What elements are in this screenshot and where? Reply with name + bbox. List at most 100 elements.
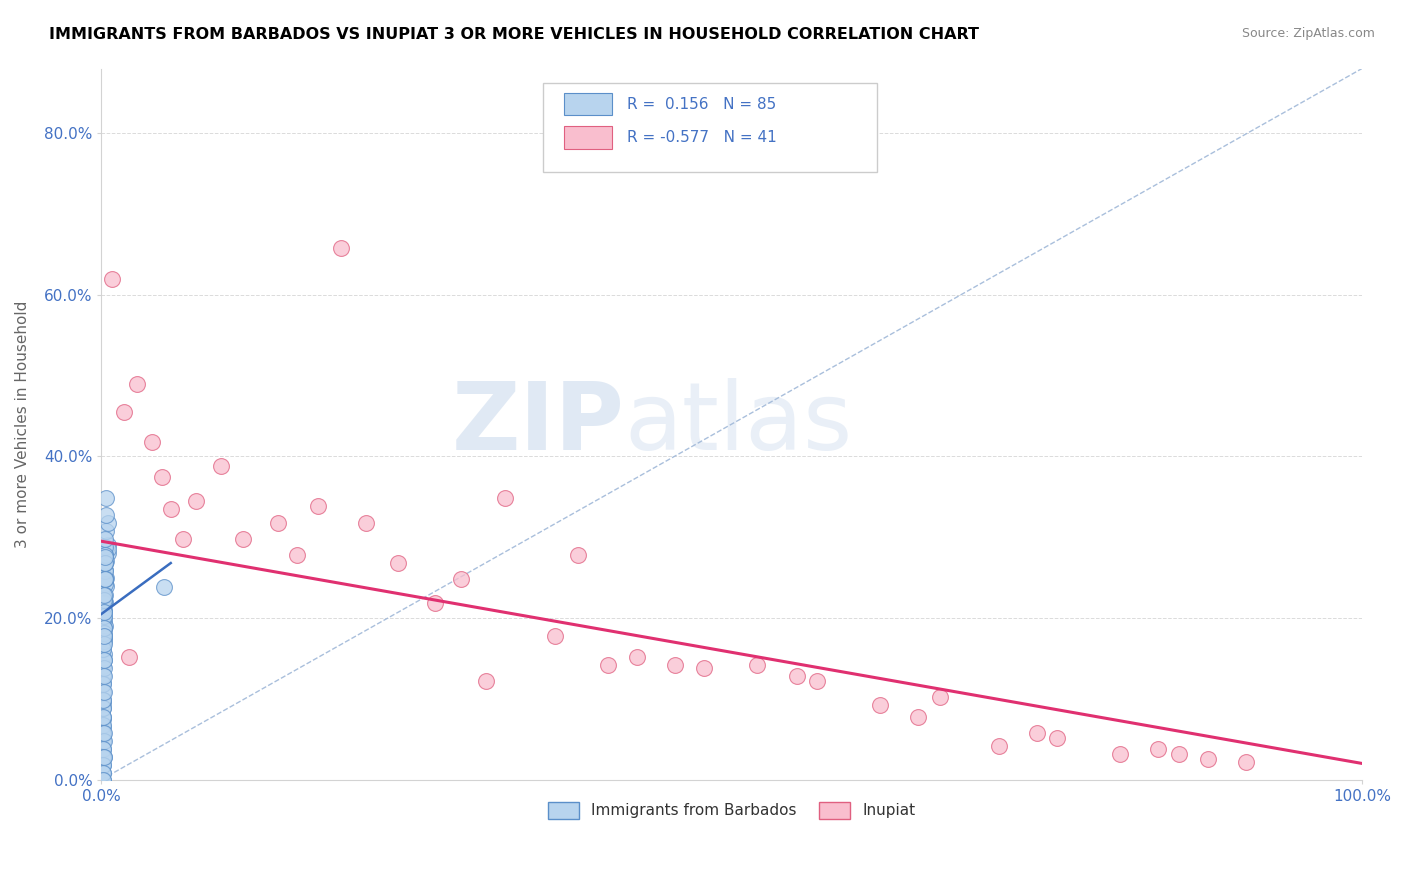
Point xyxy=(159,502,181,516)
Point xyxy=(450,572,472,586)
Point xyxy=(93,637,115,651)
Point xyxy=(153,580,176,594)
Bar xyxy=(564,93,612,115)
Point xyxy=(93,615,115,629)
Point xyxy=(91,659,114,673)
Point xyxy=(567,548,589,562)
Text: R =  0.156   N = 85: R = 0.156 N = 85 xyxy=(627,96,776,112)
Point xyxy=(94,588,117,602)
Point xyxy=(91,742,114,756)
Point xyxy=(118,649,141,664)
Point xyxy=(93,725,115,739)
Text: atlas: atlas xyxy=(624,378,853,470)
Legend: Immigrants from Barbados, Inupiat: Immigrants from Barbados, Inupiat xyxy=(543,796,921,825)
Point xyxy=(91,701,114,715)
Point xyxy=(91,696,114,710)
Point xyxy=(786,669,808,683)
Text: Source: ZipAtlas.com: Source: ZipAtlas.com xyxy=(1241,27,1375,40)
Point xyxy=(745,657,768,672)
Point xyxy=(93,750,115,764)
Point xyxy=(387,556,409,570)
Point xyxy=(93,750,115,764)
Point xyxy=(626,649,648,664)
Point xyxy=(869,698,891,713)
Point xyxy=(93,629,115,643)
Point xyxy=(93,631,115,645)
Point xyxy=(91,675,114,690)
Point xyxy=(494,491,516,506)
Point xyxy=(91,693,114,707)
Point xyxy=(91,712,114,726)
Point xyxy=(91,651,114,665)
Point xyxy=(91,701,114,715)
Point xyxy=(100,271,122,285)
Point xyxy=(94,564,117,578)
Point xyxy=(94,562,117,576)
Point xyxy=(94,572,117,586)
Point xyxy=(1109,747,1132,761)
Text: IMMIGRANTS FROM BARBADOS VS INUPIAT 3 OR MORE VEHICLES IN HOUSEHOLD CORRELATION : IMMIGRANTS FROM BARBADOS VS INUPIAT 3 OR… xyxy=(49,27,979,42)
Point xyxy=(141,434,163,449)
Point xyxy=(209,459,232,474)
Point xyxy=(232,532,254,546)
Point xyxy=(93,685,115,699)
Point xyxy=(94,556,117,570)
Point xyxy=(91,750,114,764)
Text: ZIP: ZIP xyxy=(451,378,624,470)
Point xyxy=(91,758,114,772)
Point xyxy=(1146,742,1168,756)
Point xyxy=(94,550,117,565)
Point xyxy=(267,516,290,530)
Point xyxy=(91,772,114,787)
Point xyxy=(97,542,120,557)
Point xyxy=(91,734,114,748)
Point xyxy=(94,548,117,562)
Point xyxy=(94,572,117,586)
Point xyxy=(93,588,115,602)
Point xyxy=(693,661,716,675)
Point xyxy=(93,734,115,748)
Point xyxy=(91,717,114,731)
Point xyxy=(93,633,115,648)
Point xyxy=(93,605,115,619)
Point xyxy=(125,376,148,391)
Point xyxy=(91,728,114,742)
Point xyxy=(91,758,114,772)
Point xyxy=(91,641,114,656)
Point xyxy=(97,546,120,560)
Point xyxy=(928,690,950,705)
Point xyxy=(91,677,114,691)
Point xyxy=(97,516,120,530)
Point xyxy=(94,619,117,633)
Point xyxy=(425,597,447,611)
Point xyxy=(94,577,117,591)
Point xyxy=(1234,755,1257,769)
Point xyxy=(93,669,115,683)
Point xyxy=(94,556,117,570)
Point xyxy=(598,657,620,672)
Point xyxy=(907,709,929,723)
Point xyxy=(93,593,115,607)
Point xyxy=(1197,752,1219,766)
Point xyxy=(184,493,207,508)
Point xyxy=(285,548,308,562)
Point xyxy=(91,725,114,739)
Bar xyxy=(564,126,612,149)
Point xyxy=(91,742,114,756)
Point xyxy=(1025,725,1047,739)
Point xyxy=(93,621,115,635)
FancyBboxPatch shape xyxy=(543,83,877,171)
Point xyxy=(112,405,135,419)
Point xyxy=(91,709,114,723)
Y-axis label: 3 or more Vehicles in Household: 3 or more Vehicles in Household xyxy=(15,301,30,548)
Point xyxy=(475,673,498,688)
Point xyxy=(91,772,114,787)
Point xyxy=(806,673,828,688)
Point xyxy=(172,532,194,546)
Point xyxy=(96,524,118,538)
Point xyxy=(91,640,114,654)
Point xyxy=(93,648,115,662)
Point xyxy=(91,685,114,699)
Point xyxy=(664,657,686,672)
Point xyxy=(544,629,567,643)
